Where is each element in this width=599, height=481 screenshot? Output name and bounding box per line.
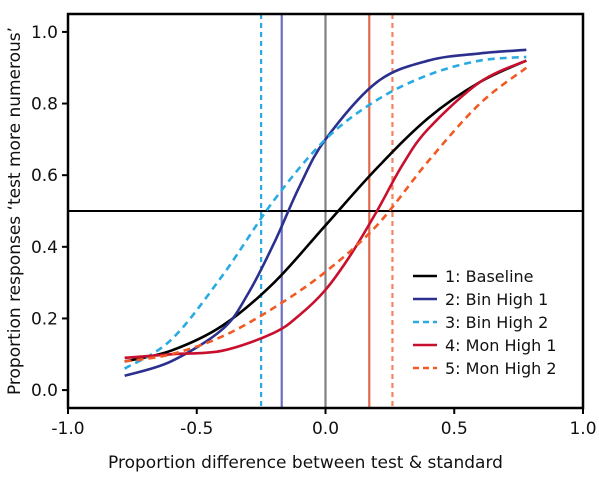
series-line-5 (124, 66, 528, 363)
legend-label-2: 2: Bin High 1 (445, 290, 548, 309)
series-line-1 (124, 59, 527, 363)
y-tick-label: 0.2 (31, 309, 58, 329)
x-tick-label: 0.5 (441, 419, 468, 439)
axis-ticks: -1.0 -0.5 0.0 0.5 1.0 0.0 0.2 0.4 0.6 0.8 1.0 (31, 23, 597, 439)
legend-label-5: 5: Mon High 2 (445, 359, 557, 378)
y-tick-label: 0.0 (31, 381, 58, 401)
y-tick-label: 0.4 (31, 238, 58, 258)
y-tick-label: 1.0 (31, 23, 58, 43)
x-tick-label: 0.0 (312, 419, 339, 439)
series-line-4 (124, 59, 527, 360)
series-line-3 (123, 55, 527, 370)
x-tick-label: 1.0 (569, 419, 596, 439)
y-tick-label: 0.6 (31, 166, 58, 186)
legend-label-3: 3: Bin High 2 (445, 313, 548, 332)
legend: 1: Baseline 2: Bin High 1 3: Bin High 2 4: … (413, 267, 557, 378)
y-axis-label: Proportion responses ‘test more numerous… (5, 27, 25, 395)
x-axis-label: Proportion difference between test & sta… (108, 453, 503, 473)
legend-label-1: 1: Baseline (445, 267, 534, 286)
x-tick-label: -0.5 (180, 419, 213, 439)
x-tick-label: -1.0 (51, 419, 84, 439)
y-tick-label: 0.8 (31, 95, 58, 115)
series-line-2 (124, 48, 527, 378)
legend-label-4: 4: Mon High 1 (445, 336, 557, 355)
series-curves (123, 48, 528, 378)
